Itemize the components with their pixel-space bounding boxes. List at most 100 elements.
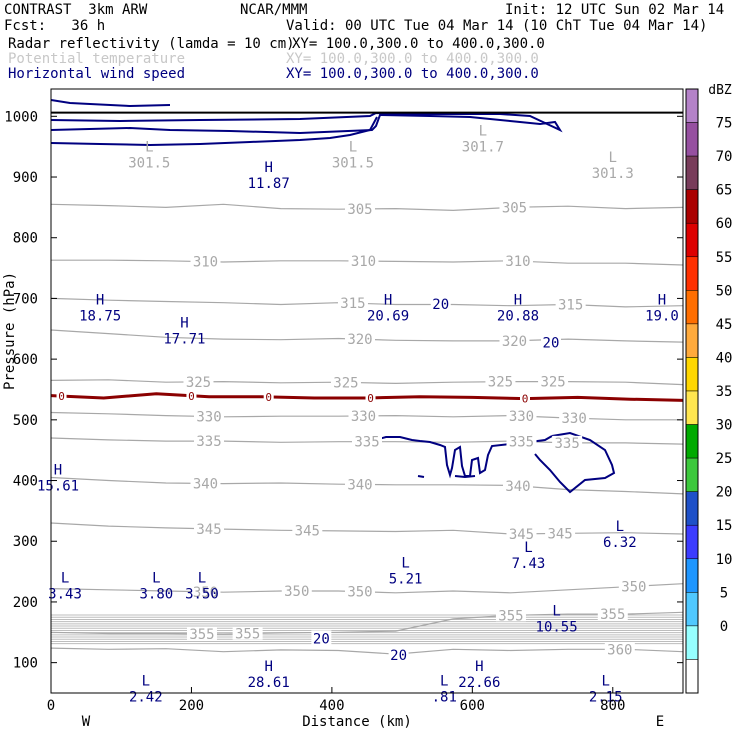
theta-label: 345 [196,522,221,538]
theta-extremum-value: 301.5 [128,156,170,172]
colorbar-level-label: 70 [716,149,733,165]
colorbar-level-label: 35 [716,384,733,400]
wind-contour-mid-left [374,435,553,479]
theta-label-bg [502,478,533,492]
theta-label-bg [348,254,379,268]
contour-labels: 305 305 310 310 310 315 315 320 320 325 325 325 325 3… [37,124,679,706]
colorbar-level-label: 65 [716,183,733,199]
wind-extremum-marker: H [475,659,483,675]
colorbar-swatch [685,524,699,560]
theta-label: 330 [351,409,376,425]
theta-label: 360 [607,642,632,658]
theta-label: 320 [347,332,372,348]
colorbar-units: dBZ [708,83,732,98]
theta-label-bg [485,374,516,388]
x-axis-label: Distance (km) [302,714,412,730]
wind-extremum-marker: L [61,571,69,587]
theta-label: 335 [196,434,221,450]
wind-contour-upper-a [51,111,563,135]
theta-label-bg [545,526,576,540]
field-label-wind: Horizontal wind speed [8,66,186,82]
theta-label-bg [337,296,368,310]
init-time: Init: 12 UTC Sun 02 Mar 14 [505,2,725,18]
wind-label-bg [430,295,451,311]
wind-extremum-marker: H [264,659,272,675]
theta-label: 350 [193,585,218,601]
field-xy-wind: XY= 100.0,300.0 to 400.0,300.0 [286,66,539,82]
theta-label: 315 [340,296,365,312]
theta-label-bg [344,332,375,346]
wind-extremum-marker: H [264,160,272,176]
valid-time: Valid: 00 UTC Tue 04 Mar 14 (10 ChT Tue … [286,18,708,34]
theta-label: 340 [505,479,530,495]
colorbar-swatch [685,122,699,157]
colorbar-swatch [685,558,699,593]
theta-label: 310 [351,254,376,270]
reflectivity-label: 0 [265,391,272,404]
y-tick-label: 500 [13,413,38,429]
theta-contour-360 [51,647,683,655]
theta-label: 355 [498,608,523,624]
upper-boundary-hatching [51,614,683,645]
reflectivity-label-bg [365,391,376,403]
x-tick-label: 800 [600,698,625,714]
wind-label-bg [388,646,409,662]
theta-label: 310 [505,254,530,270]
colorbar-level-label: 40 [716,350,733,366]
colorbar-swatch [685,491,699,526]
wind-extremum-value: 19.0 [645,308,679,324]
theta-label: 335 [354,435,379,451]
model-center: NCAR/MMM [240,2,308,18]
wind-label-bg [540,334,561,350]
theta-label: 350 [347,585,372,601]
wind-extremum-marker: H [658,292,666,308]
theta-contour-355 [51,611,683,635]
wind-extremum-value: 3.43 [48,587,82,603]
colorbar-swatch [685,290,699,325]
theta-label-bg [506,526,537,540]
theta-contour-325 [51,379,683,386]
theta-label: 330 [562,411,587,427]
theta-extremum-marker: L [609,150,617,166]
wind-extremum-marker: L [602,674,610,690]
theta-extremum-marker: L [479,124,487,140]
theta-label: 345 [547,526,572,542]
theta-label-bg [555,297,586,311]
forecast-hour: Fcst: 36 h [4,18,106,34]
theta-label-bg [344,201,375,215]
wind-extremum-marker: L [198,571,206,587]
model-title: CONTRAST 3km ARW [4,2,148,18]
field-xy-reflectivity: XY= 100.0,300.0 to 400.0,300.0 [292,36,545,52]
theta-label: 355 [235,627,260,643]
theta-extremum-value: 301.3 [592,166,634,182]
reflectivity-label: 0 [188,390,195,403]
colorbar-level-label: 10 [716,552,733,568]
theta-label-bg [190,254,221,268]
colorbar-level-label: 0 [720,619,728,635]
colorbar-swatch [685,457,699,492]
y-axis-label: Pressure (hPa) [2,272,18,390]
wind-label: 20 [432,297,449,313]
wind-contour-upper-c [51,99,171,108]
wind-extremum-value: 7.43 [512,556,546,572]
wind-extremum-marker: L [524,540,532,556]
x-tick-label: 600 [460,698,485,714]
theta-extremum-marker: L [349,140,357,156]
y-tick-label: 400 [13,474,38,490]
theta-label: 325 [333,375,358,391]
field-xy-theta: XY= 100.0,300.0 to 400.0,300.0 [286,51,539,67]
wind-extremum-value: 15.61 [37,478,79,494]
wind-extremum-value: 28.61 [248,675,290,691]
colorbar-swatch [685,592,699,627]
wind-extremum-value: 3.50 [185,587,219,603]
theta-label: 355 [600,607,625,623]
wind-extremum-value: 6.32 [603,535,637,551]
wind-extremum-value: 10.55 [536,619,578,635]
theta-label-bg [330,375,361,389]
wind-contour-upper-b [51,116,378,147]
y-tick-label: 700 [13,291,38,307]
theta-label-bg [506,434,537,448]
wind-extremum-value: 11.87 [248,176,290,192]
theta-label-bg [499,200,530,214]
theta-label-bg [552,435,583,449]
